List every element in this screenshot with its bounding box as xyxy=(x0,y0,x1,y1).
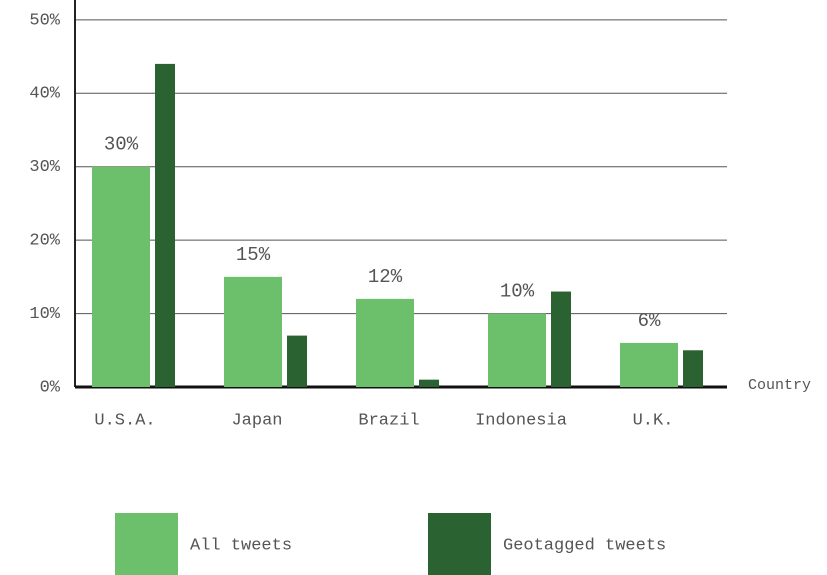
x-tick-label: Japan xyxy=(231,411,282,430)
bar xyxy=(92,166,150,387)
bar xyxy=(419,379,439,387)
legend-swatch xyxy=(115,513,178,575)
x-tick-label: U.S.A. xyxy=(94,411,155,430)
bar xyxy=(287,335,307,387)
x-tick-label: Indonesia xyxy=(475,411,567,430)
bar xyxy=(224,276,282,387)
y-tick-label: 20% xyxy=(29,232,60,251)
bar xyxy=(488,313,546,387)
legend-label: Geotagged tweets xyxy=(503,536,666,555)
y-tick-label: 30% xyxy=(29,158,60,177)
bar xyxy=(155,63,175,387)
y-tick-label: 40% xyxy=(29,85,60,104)
x-tick-label: U.K. xyxy=(633,411,674,430)
bar xyxy=(683,350,703,387)
x-tick-label: Brazil xyxy=(358,411,419,430)
y-tick-label: 10% xyxy=(29,305,60,324)
bar xyxy=(551,291,571,387)
y-tick-label: 50% xyxy=(29,11,60,30)
x-axis-label: Country xyxy=(748,377,811,394)
value-label: 12% xyxy=(368,266,403,288)
value-label: 30% xyxy=(104,134,139,156)
value-label: 15% xyxy=(236,244,271,266)
legend-label: All tweets xyxy=(190,536,292,555)
value-label: 6% xyxy=(638,310,661,332)
legend-swatch xyxy=(428,513,491,575)
bar xyxy=(620,342,678,387)
bar xyxy=(356,298,414,387)
value-label: 10% xyxy=(500,281,535,303)
y-tick-label: 0% xyxy=(40,378,61,397)
